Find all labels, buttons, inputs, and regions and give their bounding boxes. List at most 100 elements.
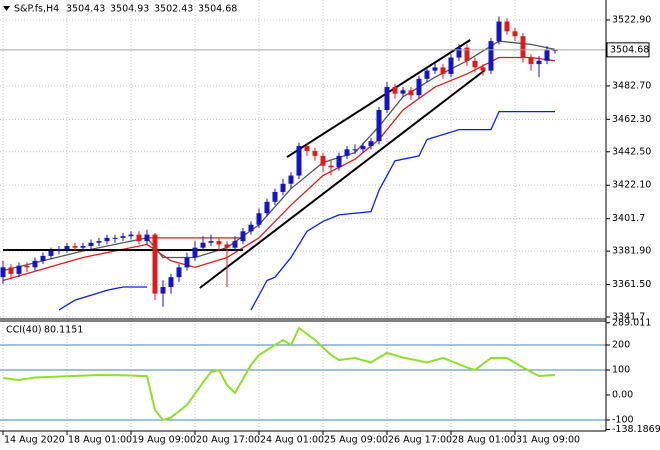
indicator-line xyxy=(58,286,147,311)
y-tick-label: 3381.90 xyxy=(612,246,651,257)
y-tick-label: 289.011 xyxy=(612,317,651,328)
indicator-line xyxy=(2,326,556,422)
candle-body xyxy=(208,241,214,243)
candle-body xyxy=(160,287,166,294)
candle-body xyxy=(280,183,286,192)
candle-body xyxy=(8,267,14,274)
y-tick-label: 200 xyxy=(612,339,630,350)
x-tick-label: 31 Aug 09:00 xyxy=(516,435,580,446)
x-tick-label: 18 Aug 01:00 xyxy=(68,435,132,446)
candle-body xyxy=(264,201,270,214)
open-readout: 3504.43 xyxy=(66,4,105,15)
candle-body xyxy=(392,87,398,94)
indicator-line xyxy=(250,110,555,311)
y-tick-label: 3422.10 xyxy=(612,180,651,191)
candle-body xyxy=(152,234,158,294)
candle-body xyxy=(96,241,102,243)
candle-body xyxy=(504,21,510,32)
candle-body xyxy=(336,155,342,168)
candle-body xyxy=(312,150,318,156)
indicator-line xyxy=(199,69,486,289)
low-readout: 3502.43 xyxy=(154,4,193,15)
candle-body xyxy=(416,78,422,96)
candle-body xyxy=(464,47,470,61)
indicator-title: CCI(40) xyxy=(6,325,42,336)
candle-body xyxy=(368,141,374,147)
x-tick-label: 26 Aug 17:00 xyxy=(388,435,452,446)
candle-body xyxy=(288,175,294,184)
candle-body xyxy=(72,246,78,248)
candle-body xyxy=(352,149,358,151)
candle-body xyxy=(448,57,454,74)
y-tick-label: 0.00 xyxy=(612,389,633,400)
close-readout: 3504.68 xyxy=(198,4,237,15)
y-tick-label: 3462.30 xyxy=(612,114,651,125)
y-tick-label: 3401.7 xyxy=(612,213,645,224)
candle-body xyxy=(320,155,326,166)
x-tick-label: 28 Aug 01:00 xyxy=(452,435,516,446)
candle-body xyxy=(40,255,46,261)
candle-body xyxy=(136,234,142,242)
indicator-line xyxy=(286,39,471,158)
indicator-value: 80.1151 xyxy=(44,325,83,336)
candle-body xyxy=(0,267,6,278)
y-tick-label: 3341.7 xyxy=(612,312,645,323)
x-tick-label: 25 Aug 09:00 xyxy=(324,435,388,446)
candle-body xyxy=(192,247,198,258)
candle-body xyxy=(360,146,366,150)
candle-body xyxy=(240,231,246,242)
current-price-label: 3504.68 xyxy=(610,44,649,55)
candle-body xyxy=(328,165,334,168)
candle-body xyxy=(64,246,70,250)
candle-body xyxy=(216,241,222,245)
y-tick-label: 100 xyxy=(612,364,630,375)
candle-body xyxy=(200,242,206,248)
current-price-box xyxy=(606,42,650,58)
candle-body xyxy=(184,257,190,268)
y-tick-label: -100 xyxy=(612,414,634,425)
candle-body xyxy=(384,87,390,110)
candle-body xyxy=(432,67,438,71)
candle-body xyxy=(232,241,238,248)
candle-body xyxy=(32,260,38,268)
candle-body xyxy=(344,149,350,156)
candle-body xyxy=(104,237,110,242)
candle-body xyxy=(112,237,118,239)
candle-body xyxy=(296,146,302,176)
candle-body xyxy=(128,234,134,237)
y-tick-label: 3482.70 xyxy=(612,80,651,91)
candle-body xyxy=(248,224,254,232)
indicator-line xyxy=(2,56,556,282)
x-tick-label: 14 Aug 2020 xyxy=(4,435,65,446)
y-tick-label: -138.1869 xyxy=(612,424,660,435)
candle-body xyxy=(472,60,478,68)
candle-body xyxy=(496,21,502,42)
symbol-title: S&P.fs,H4 xyxy=(14,4,59,15)
candle-body xyxy=(440,67,446,74)
candle-body xyxy=(408,90,414,96)
candle-body xyxy=(536,60,542,65)
candle-body xyxy=(520,36,526,58)
candle-body xyxy=(488,41,494,71)
x-tick-label: 20 Aug 17:00 xyxy=(196,435,260,446)
candle-body xyxy=(456,47,462,58)
y-tick-label: 3442.50 xyxy=(612,146,651,157)
y-tick-label: 3361.50 xyxy=(612,279,651,290)
candle-body xyxy=(168,277,174,288)
candle-body xyxy=(176,267,182,278)
high-readout: 3504.93 xyxy=(110,4,149,15)
candle-body xyxy=(56,249,62,251)
candle-body xyxy=(512,31,518,37)
candle-body xyxy=(424,70,430,79)
menu-triangle[interactable] xyxy=(3,6,10,11)
x-tick-label: 19 Aug 09:00 xyxy=(132,435,196,446)
candle-body xyxy=(304,146,310,151)
candle-body xyxy=(376,109,382,142)
y-tick-label: 3522.90 xyxy=(612,14,651,25)
candle-body xyxy=(80,246,86,248)
candle-body xyxy=(400,90,406,94)
candle-body xyxy=(48,250,54,256)
